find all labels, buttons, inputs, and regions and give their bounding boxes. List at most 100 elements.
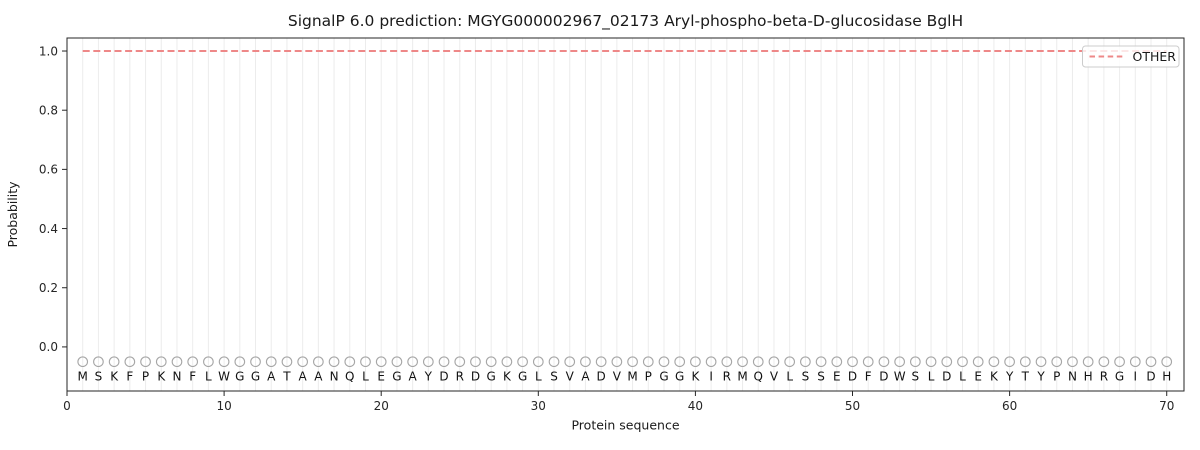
residue-letter: G bbox=[675, 370, 684, 384]
residue-marker bbox=[391, 356, 403, 368]
residue-letter: D bbox=[471, 370, 480, 384]
residue-marker bbox=[485, 356, 497, 368]
y-tick-label: 1.0 bbox=[39, 44, 58, 58]
residue-letter: Y bbox=[1036, 370, 1045, 384]
legend-box bbox=[1082, 45, 1180, 68]
residue-marker bbox=[548, 356, 560, 368]
residue-marker bbox=[627, 356, 638, 368]
residue-marker bbox=[611, 356, 623, 368]
residue-marker bbox=[1051, 356, 1063, 368]
residue-letter: L bbox=[928, 370, 935, 384]
residue-letter: I bbox=[709, 370, 713, 384]
x-tick-label: 30 bbox=[531, 399, 546, 413]
residue-marker bbox=[910, 356, 921, 368]
residue-letter: Q bbox=[345, 370, 354, 384]
residue-marker bbox=[988, 356, 1000, 368]
residue-letter: A bbox=[267, 370, 276, 384]
residue-marker bbox=[737, 356, 748, 368]
residue-letter: K bbox=[157, 370, 166, 384]
residue-letter: G bbox=[235, 370, 244, 384]
residue-marker bbox=[1004, 356, 1015, 368]
residue-letter: G bbox=[487, 370, 496, 384]
residue-letter: N bbox=[172, 370, 181, 384]
x-tick-label: 50 bbox=[845, 399, 860, 413]
residue-letter: A bbox=[581, 370, 590, 384]
residue-letter: A bbox=[314, 370, 323, 384]
x-tick-label: 0 bbox=[63, 399, 71, 413]
chart-title: SignalP 6.0 prediction: MGYG000002967_02… bbox=[288, 12, 963, 31]
residue-marker bbox=[564, 356, 576, 368]
residue-letter: L bbox=[362, 370, 369, 384]
residue-marker bbox=[517, 356, 528, 368]
residue-marker bbox=[815, 356, 827, 368]
residue-letter: M bbox=[627, 370, 637, 384]
residue-marker bbox=[847, 356, 858, 368]
residue-letter: A bbox=[409, 370, 418, 384]
residue-letter: M bbox=[78, 370, 88, 384]
residue-marker bbox=[642, 356, 654, 368]
residue-letter: D bbox=[942, 370, 951, 384]
residue-marker bbox=[454, 356, 466, 368]
residue-letter: D bbox=[1146, 370, 1155, 384]
residue-marker bbox=[407, 356, 418, 368]
residue-marker bbox=[1067, 356, 1078, 368]
residue-letter: L bbox=[205, 370, 212, 384]
residue-letter: P bbox=[1053, 370, 1060, 384]
x-tick-label: 40 bbox=[688, 399, 703, 413]
residue-letter: S bbox=[802, 370, 810, 384]
residue-letter: T bbox=[1021, 370, 1030, 384]
residue-marker bbox=[77, 356, 89, 368]
gridlines bbox=[82, 38, 1168, 391]
residue-letter: F bbox=[865, 370, 872, 384]
residue-marker bbox=[1098, 356, 1110, 368]
residue-letter: D bbox=[848, 370, 857, 384]
residue-marker bbox=[250, 356, 261, 368]
residue-marker bbox=[234, 356, 246, 368]
residue-letter: G bbox=[1115, 370, 1124, 384]
residue-letter: K bbox=[503, 370, 512, 384]
residue-letter: N bbox=[330, 370, 339, 384]
plot-frame bbox=[66, 37, 1185, 392]
legend: OTHER bbox=[1082, 45, 1180, 68]
residue-marker bbox=[501, 356, 513, 368]
residue-marker bbox=[360, 356, 371, 368]
residue-letter: R bbox=[1100, 370, 1108, 384]
residue-marker bbox=[187, 356, 199, 368]
residue-letter: G bbox=[659, 370, 668, 384]
residue-letter: F bbox=[126, 370, 133, 384]
y-tick-label: 0.6 bbox=[39, 163, 58, 177]
residue-marker bbox=[438, 356, 450, 368]
residue-letter: M bbox=[737, 370, 747, 384]
residue-marker bbox=[1082, 356, 1094, 368]
x-axis-label: Protein sequence bbox=[571, 418, 679, 433]
residue-marker bbox=[344, 356, 356, 368]
residue-marker bbox=[108, 356, 120, 368]
residue-marker bbox=[203, 356, 214, 368]
residue-marker bbox=[422, 356, 434, 368]
y-tick-label: 0.4 bbox=[39, 222, 58, 236]
y-tick-label: 0.2 bbox=[39, 281, 58, 295]
residue-letter: G bbox=[392, 370, 401, 384]
residue-marker bbox=[93, 356, 104, 368]
residue-letter: K bbox=[110, 370, 119, 384]
residue-marker bbox=[768, 356, 780, 368]
residue-marker bbox=[580, 356, 591, 368]
residue-letter: P bbox=[645, 370, 652, 384]
residue-marker bbox=[941, 356, 953, 368]
residue-letter: H bbox=[1162, 370, 1171, 384]
residue-letter: Q bbox=[754, 370, 763, 384]
residue-marker bbox=[375, 356, 387, 368]
residue-marker bbox=[297, 356, 309, 368]
residue-letter: L bbox=[786, 370, 793, 384]
residue-marker bbox=[313, 356, 324, 368]
residue-marker bbox=[894, 356, 905, 368]
residue-letter: E bbox=[377, 370, 385, 384]
residue-letter: D bbox=[879, 370, 888, 384]
residue-letter: K bbox=[990, 370, 999, 384]
residue-marker bbox=[595, 356, 607, 368]
residue-marker bbox=[658, 356, 670, 368]
residue-marker bbox=[532, 356, 544, 368]
residue-marker bbox=[171, 356, 183, 368]
x-tick-label: 60 bbox=[1002, 399, 1017, 413]
